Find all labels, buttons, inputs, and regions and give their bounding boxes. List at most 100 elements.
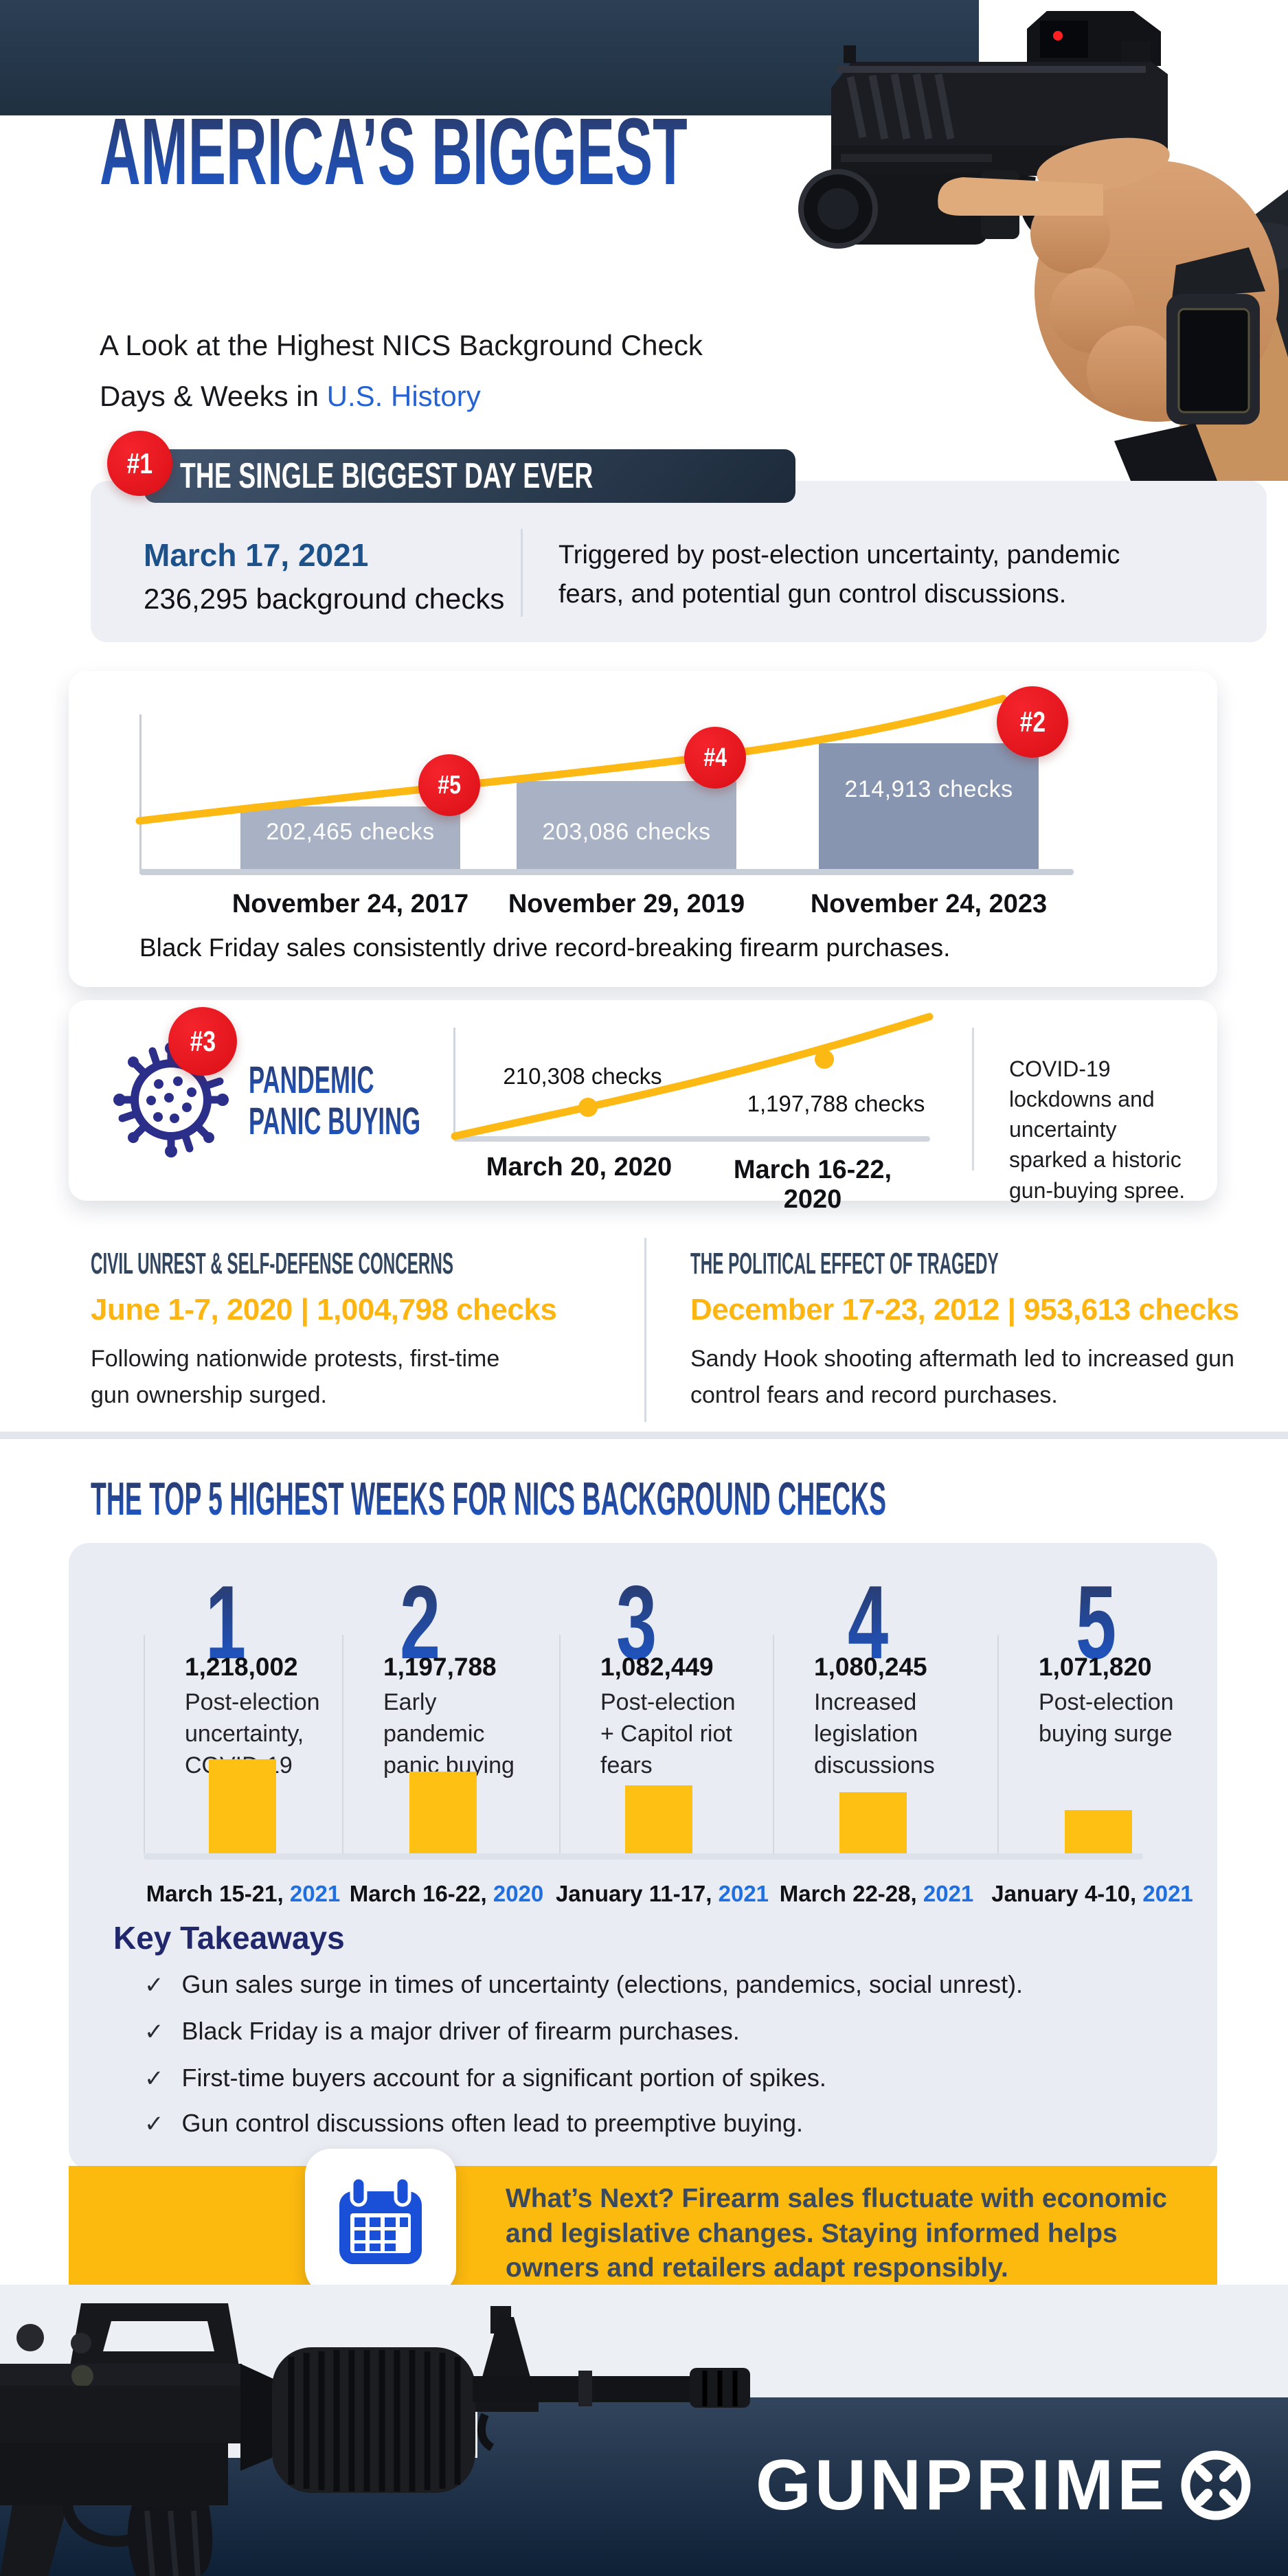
t5-label-4: Increased legislation discussions <box>814 1689 935 1778</box>
bf-bar-2017: 202,465 checks <box>240 806 460 869</box>
event-2-description: Sandy Hook shooting aftermath led to inc… <box>690 1346 1234 1408</box>
pistol-hand-photo <box>798 11 1288 481</box>
top5-card: 1 2 3 4 5 1,218,002 Post-election uncert… <box>69 1543 1217 2169</box>
biggest-day-title: THE SINGLE BIGGEST DAY EVER <box>180 456 594 496</box>
whats-next-text: What’s Next? Firearm sales fluctuate wit… <box>506 2184 1167 2283</box>
t5-value-1: 1,218,002 <box>185 1653 298 1681</box>
section-divider-strip <box>0 1432 1288 1439</box>
footer-navy-shape <box>0 2397 1288 2576</box>
whats-next-banner <box>69 2166 1217 2285</box>
t5-date-3: January 11-17, 2021 <box>555 1881 769 1906</box>
t5-bar-3 <box>625 1785 692 1853</box>
rank-4-badge: #4 <box>684 727 746 789</box>
pandemic-curve <box>451 1013 934 1140</box>
t5-rank-4: 4 <box>848 1564 889 1681</box>
subtitle-highlight: U.S. History <box>326 379 481 412</box>
t5-rank-3: 3 <box>616 1564 657 1681</box>
subtitle-text: A Look at the Highest NICS Background Ch… <box>100 329 703 412</box>
key-takeaway-2: ✓ Black Friday is a major driver of firea… <box>144 2017 740 2045</box>
black-friday-card: 202,465 checks 203,086 checks 214,913 ch… <box>69 671 1217 987</box>
brand-reticle-icon <box>1181 2450 1251 2520</box>
virus-icon <box>113 1042 229 1157</box>
t5-bar-4 <box>839 1792 907 1853</box>
t5-bar-1 <box>209 1759 276 1853</box>
bf-date-2019: November 29, 2019 <box>508 890 745 918</box>
footer-logo: GUNPRIME <box>756 2447 1254 2524</box>
bf-date-2023: November 24, 2023 <box>810 890 1048 918</box>
t5-value-3: 1,082,449 <box>600 1653 714 1681</box>
pandemic-point2-date: March 16-22, 2020 <box>733 1155 892 1214</box>
page-title-line1: AMERICA’S BIGGEST <box>100 99 688 205</box>
bf-bar-2023-value: 214,913 checks <box>844 776 1013 802</box>
check-icon: ✓ <box>144 2111 164 2137</box>
biggest-day-card <box>91 481 1267 642</box>
pandemic-point2-value: 1,197,788 checks <box>747 1091 925 1116</box>
t5-divider <box>559 1635 561 1853</box>
biggest-day-titlebar: THE SINGLE BIGGEST DAY EVER <box>144 449 795 503</box>
t5-rank-2: 2 <box>400 1564 441 1681</box>
event-2-title: THE POLITICAL EFFECT OF TRAGEDY <box>690 1247 999 1280</box>
title-band <box>0 0 979 115</box>
biggest-day-count: 236,295 background checks <box>144 583 505 615</box>
t5-divider <box>773 1635 774 1853</box>
pandemic-card: #3 PANDEMIC PANIC BUYING 210,308 checks … <box>69 1000 1217 1214</box>
biggest-day-date: March 17, 2021 <box>144 537 369 573</box>
t5-value-4: 1,080,245 <box>814 1653 927 1681</box>
check-icon: ✓ <box>144 1972 164 1998</box>
rank-1-badge: #1 <box>107 431 172 496</box>
biggest-day-description: Triggered by post-election uncertainty, … <box>558 541 1120 609</box>
event-1-stat: June 1-7, 2020 | 1,004,798 checks <box>91 1293 557 1326</box>
t5-bar-5 <box>1065 1810 1132 1853</box>
page-title-line2: GUN-BUYING SURGES <box>100 194 732 302</box>
bf-caption: Black Friday sales consistently drive re… <box>139 934 951 962</box>
t5-divider <box>144 1635 145 1853</box>
pandemic-point1-value: 210,308 checks <box>503 1063 662 1089</box>
key-takeaway-1: ✓ Gun sales surge in times of uncertainty… <box>144 1970 1024 1998</box>
t5-rank-1: 1 <box>205 1564 247 1681</box>
rank-3-badge: #3 <box>168 1007 237 1076</box>
calendar-icon <box>339 2176 422 2264</box>
bf-bar-2017-value: 202,465 checks <box>266 819 435 845</box>
t5-divider <box>342 1635 343 1853</box>
t5-date-5: January 4-10, 2021 <box>991 1881 1193 1906</box>
t5-label-3: Post-election + Capitol riot fears <box>600 1689 736 1778</box>
t5-divider <box>997 1635 999 1853</box>
bf-bar-2023: 214,913 checks <box>819 743 1039 869</box>
check-icon: ✓ <box>144 2019 164 2045</box>
pandemic-baseline <box>453 1136 930 1142</box>
bf-y-axis <box>139 714 142 874</box>
top5-heading: THE TOP 5 HIGHEST WEEKS FOR NICS BACKGRO… <box>91 1473 887 1525</box>
bf-date-2017: November 24, 2017 <box>231 890 469 918</box>
bf-bar-2019-value: 203,086 checks <box>542 819 711 845</box>
rifle-photo <box>0 2303 750 2576</box>
bf-bar-2019: 203,086 checks <box>517 781 736 869</box>
events-divider <box>644 1238 646 1422</box>
pandemic-title-line1: PANDEMIC <box>249 1058 374 1101</box>
pandemic-description: COVID-19 lockdowns and uncertainty spark… <box>1009 1057 1186 1203</box>
t5-date-2: March 16-22, 2020 <box>349 1881 544 1906</box>
t5-bar-2 <box>409 1772 477 1853</box>
t5-label-5: Post-election buying surge <box>1039 1689 1174 1747</box>
rank-5-badge: #5 <box>418 754 480 816</box>
brand-name: GUNPRIME <box>756 2445 1168 2525</box>
t5-label-2: Early pandemic panic buying <box>383 1689 515 1778</box>
pandemic-point1-date: March 20, 2020 <box>486 1153 673 1182</box>
pandemic-divider <box>972 1028 974 1171</box>
event-1-description: Following nationwide protests, first-tim… <box>91 1346 500 1408</box>
check-icon: ✓ <box>144 2066 164 2092</box>
calendar-card <box>305 2149 456 2294</box>
bf-baseline <box>139 869 1074 875</box>
pandemic-y-axis <box>453 1028 455 1139</box>
t5-value-5: 1,071,820 <box>1039 1653 1152 1681</box>
t5-value-2: 1,197,788 <box>383 1653 497 1681</box>
t5-baseline <box>144 1853 1143 1860</box>
event-1-title: CIVIL UNREST & SELF-DEFENSE CONCERNS <box>91 1247 453 1280</box>
biggest-day-divider <box>521 529 523 617</box>
rank-2-badge: #2 <box>997 686 1068 758</box>
subtitle: A Look at the Highest NICS Background Ch… <box>100 320 773 421</box>
t5-date-4: March 22-28, 2021 <box>779 1881 974 1906</box>
t5-date-1: March 15-21, 2021 <box>146 1881 341 1906</box>
t5-rank-5: 5 <box>1076 1564 1117 1681</box>
key-takeaway-4: ✓ Gun control discussions often lead to p… <box>144 2109 804 2137</box>
